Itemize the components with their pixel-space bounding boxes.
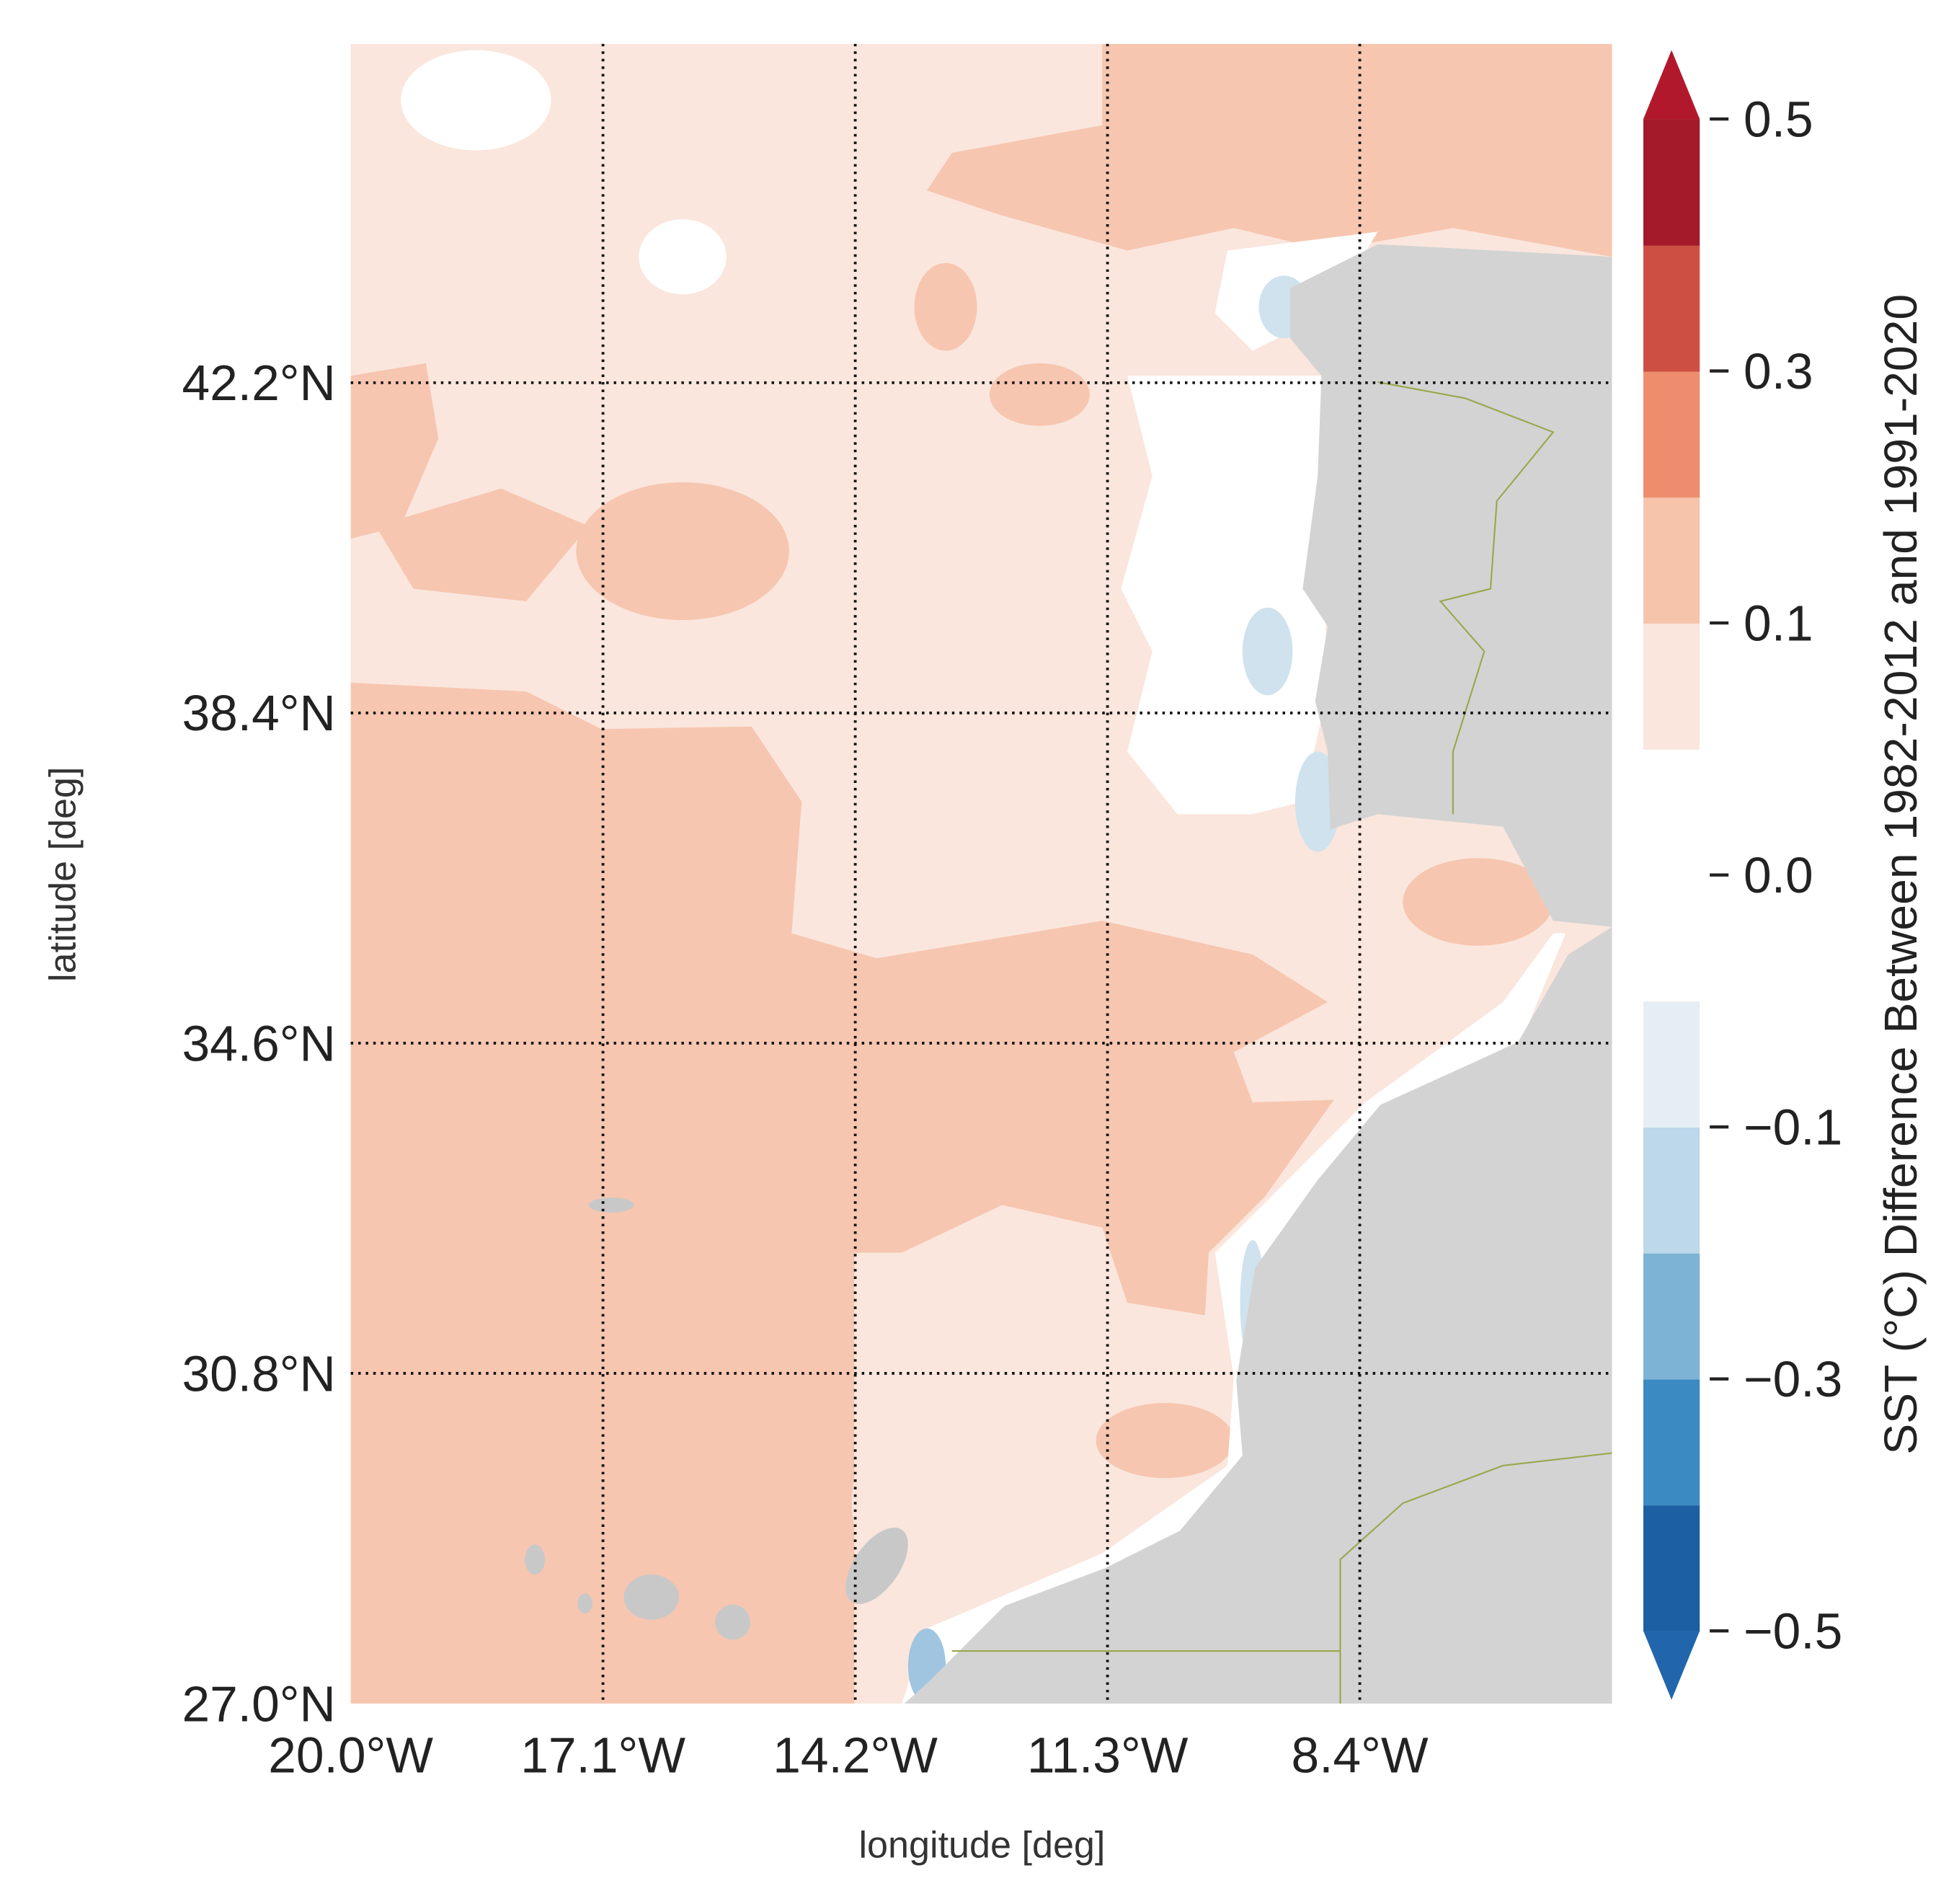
colorbar-tick-label: 0.3	[1744, 343, 1813, 399]
colorbar-tick-label: 0.5	[1744, 91, 1813, 147]
neutral-region	[639, 219, 727, 295]
x-tick-label: 17.1°W	[520, 1727, 685, 1784]
colorbar-band	[1643, 244, 1700, 372]
island	[577, 1593, 592, 1613]
island	[588, 1197, 634, 1213]
colorbar-extend-over	[1643, 50, 1700, 120]
anomaly-blob	[914, 262, 977, 351]
neutral-region	[902, 933, 1566, 1704]
island	[715, 1604, 750, 1640]
colorbar-band	[1643, 497, 1700, 624]
land	[1289, 244, 1612, 927]
colorbar-band	[1643, 371, 1700, 498]
anomaly-blob	[1403, 858, 1553, 946]
x-tick-label: 14.2°W	[773, 1727, 938, 1784]
colorbar-band	[1643, 748, 1700, 876]
anomaly-region	[926, 43, 1612, 257]
cool-patch	[1242, 607, 1293, 696]
y-tick-label: 42.2°N	[182, 355, 335, 411]
island	[525, 1544, 545, 1575]
anomaly-blob	[876, 1340, 1052, 1441]
anomaly-region	[350, 682, 1334, 1704]
y-tick-label: 27.0°N	[182, 1675, 335, 1732]
sst-map	[350, 43, 1612, 1704]
colorbar-band	[1643, 1505, 1700, 1632]
neutral-region	[401, 50, 551, 151]
colorbar-label: SST (°C) Difference Between 1982-2012 an…	[1875, 294, 1927, 1455]
colorbar-band	[1643, 119, 1700, 246]
colorbar-tick-label: 0.0	[1744, 847, 1813, 903]
colorbar: 0.5 0.3 0.1 0.0 −0.1 −0.3 −0.5	[1643, 50, 1842, 1700]
y-tick-label: 34.6°N	[182, 1015, 335, 1071]
colorbar-band	[1643, 1127, 1700, 1254]
gridlines	[350, 43, 1612, 1704]
island	[845, 1527, 908, 1604]
colorbar-tick-label: −0.3	[1744, 1351, 1842, 1407]
colorbar-band	[1643, 874, 1700, 1002]
colorbar-band	[1643, 1001, 1700, 1128]
y-tick-label: 38.4°N	[182, 685, 335, 741]
x-tick-label: 11.3°W	[1027, 1727, 1189, 1784]
x-axis-label: longitude [deg]	[858, 1825, 1105, 1867]
x-tick-label: 20.0°W	[268, 1727, 433, 1784]
y-axis-label: latitude [deg]	[42, 767, 84, 982]
border	[951, 381, 1612, 1704]
colorbar-band	[1643, 1252, 1700, 1380]
anomaly-blob	[989, 363, 1090, 426]
land	[904, 926, 1612, 1704]
colorbar-band	[1643, 1378, 1700, 1506]
colorbar-tick-label: 0.1	[1744, 595, 1813, 651]
anomaly-region	[376, 488, 589, 601]
colorbar-tick-label: −0.5	[1744, 1603, 1842, 1660]
y-tick-label: 30.8°N	[182, 1345, 335, 1402]
colorbar-band	[1643, 623, 1700, 750]
anomaly-blob	[576, 482, 789, 621]
colorbar-tick-label: −0.1	[1744, 1099, 1842, 1156]
neutral-region	[1121, 376, 1328, 815]
anomaly-region	[350, 363, 439, 539]
anomaly-blob	[1096, 1403, 1234, 1479]
island	[623, 1575, 679, 1620]
x-tick-label: 8.4°W	[1292, 1727, 1429, 1784]
colorbar-extend-under	[1643, 1631, 1700, 1700]
